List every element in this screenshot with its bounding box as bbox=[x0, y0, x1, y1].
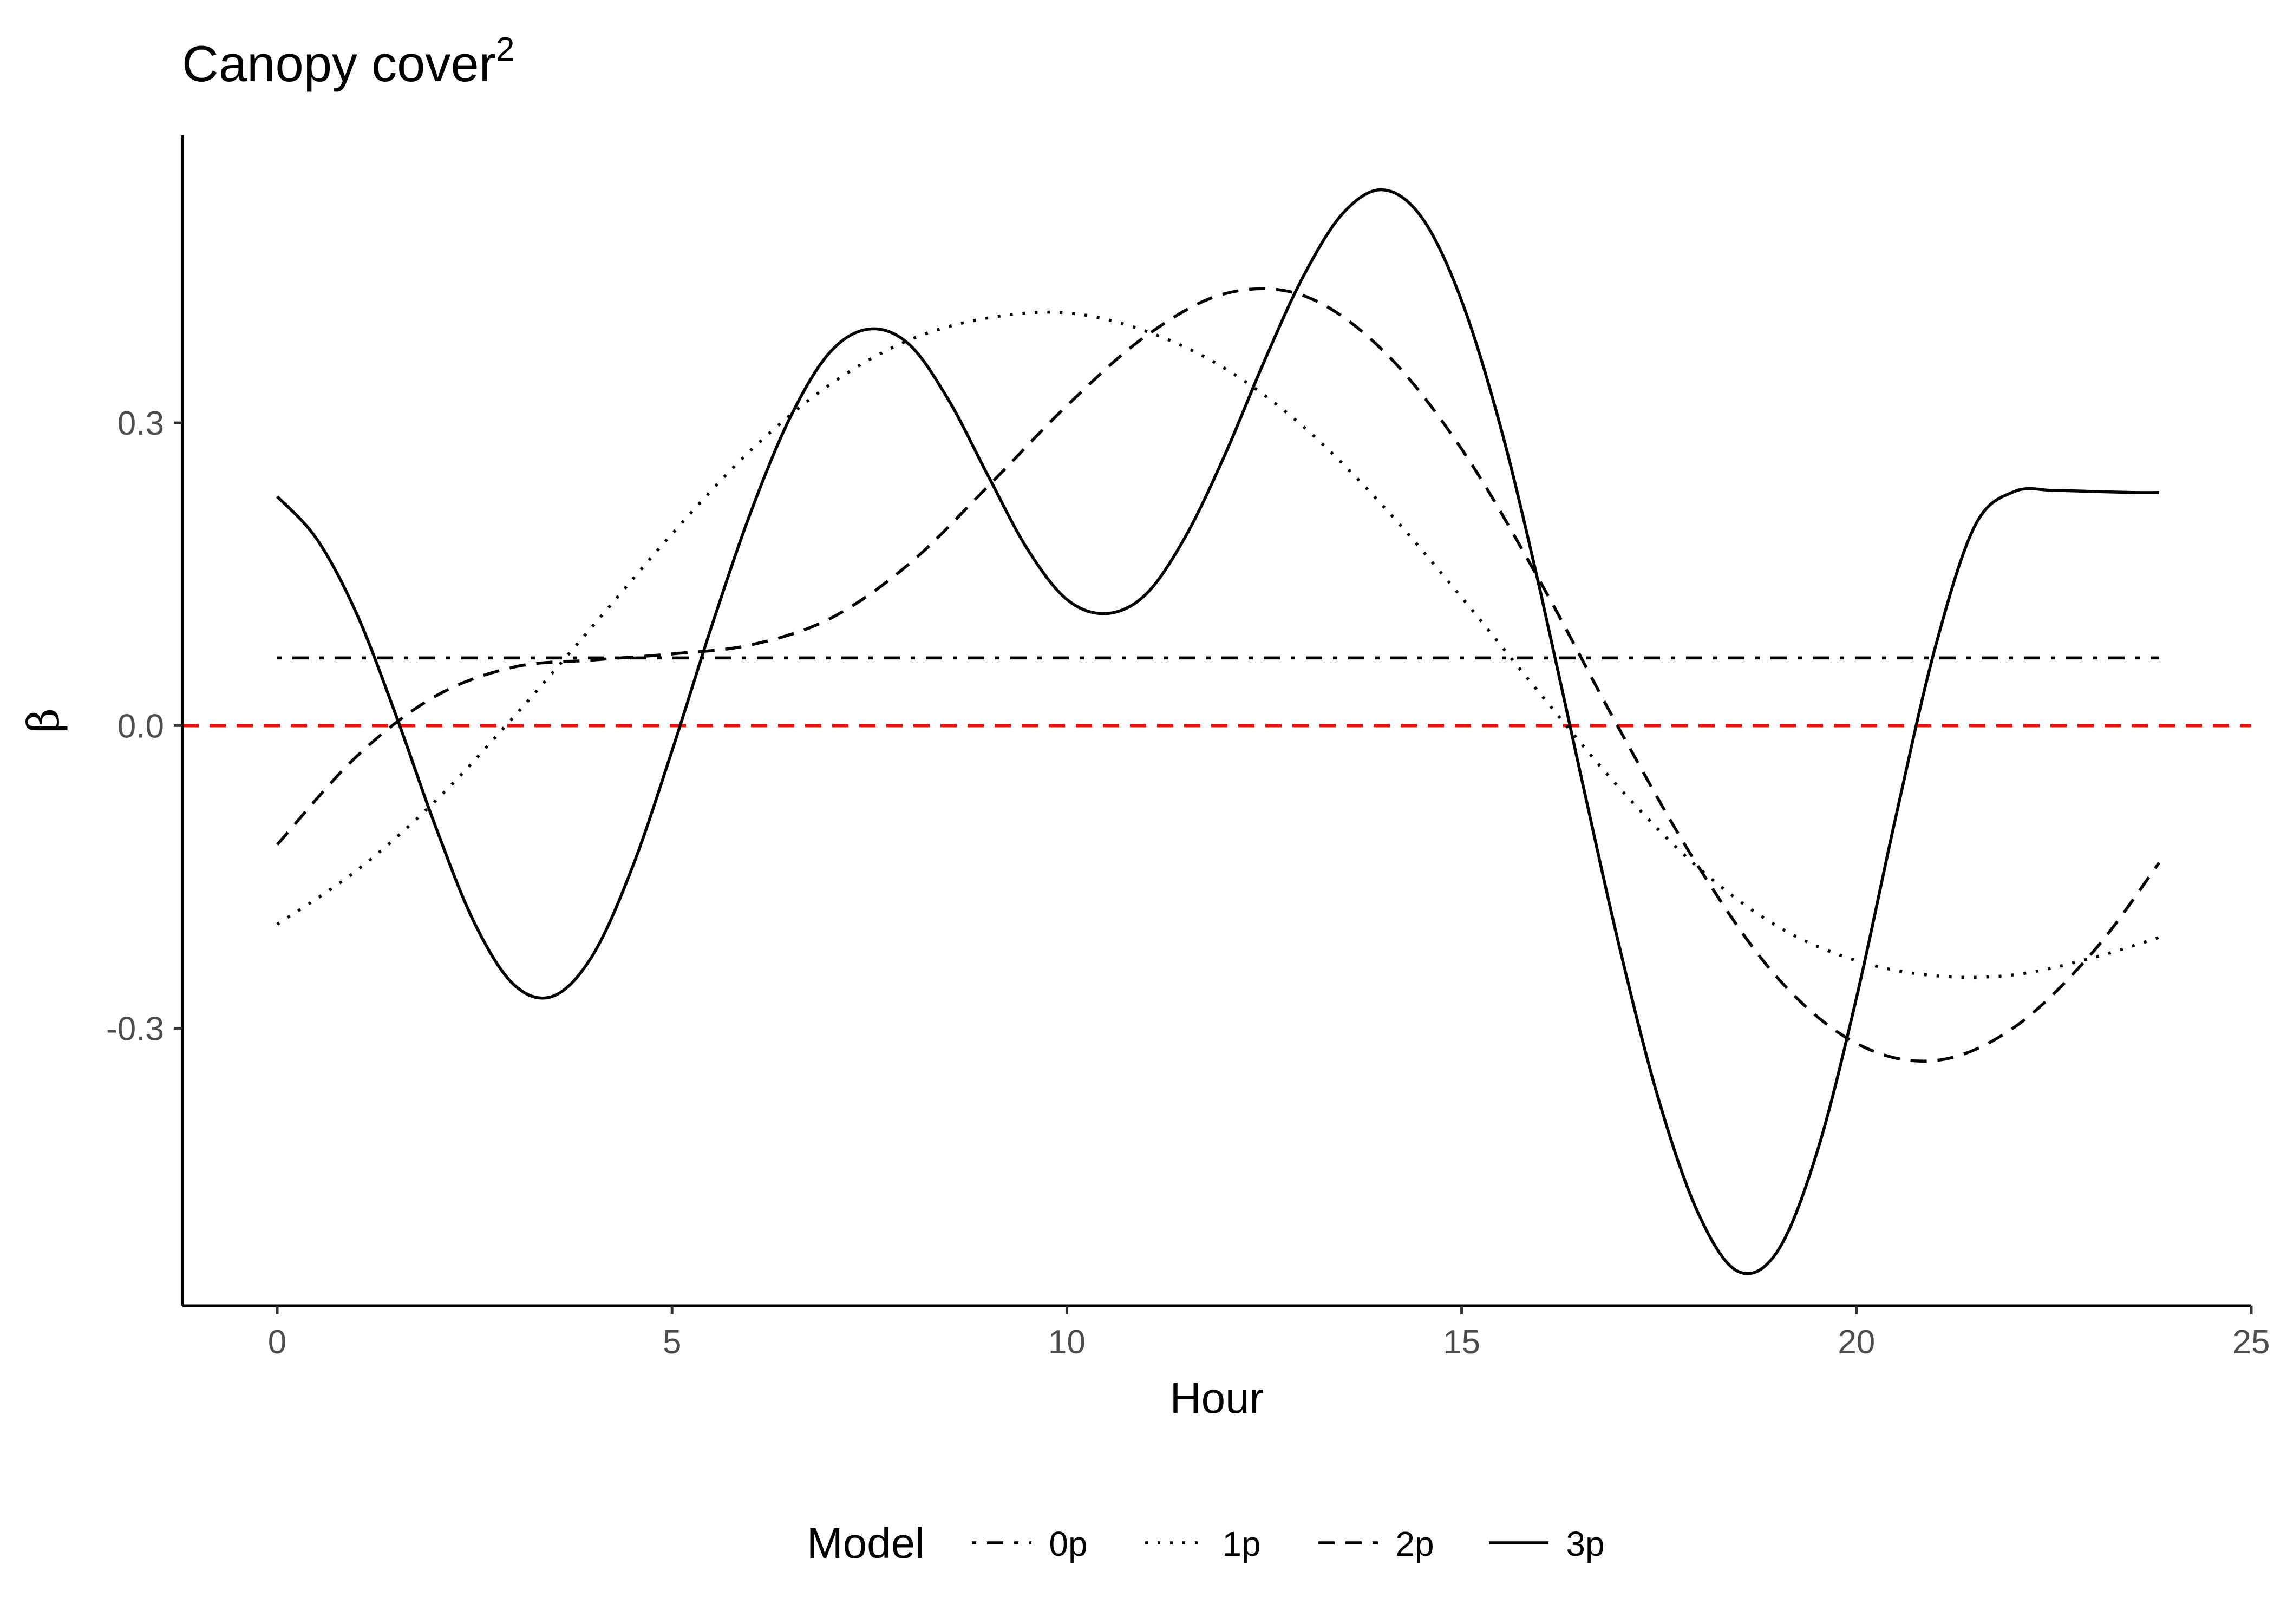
x-tick-label: 15 bbox=[1443, 1324, 1480, 1361]
series-line-1p bbox=[276, 310, 2160, 979]
legend-label-3p: 3p bbox=[1566, 1524, 1604, 1563]
y-tick-label: 0.0 bbox=[117, 708, 164, 745]
chart-title-superscript: 2 bbox=[496, 31, 514, 68]
legend-title: Model bbox=[807, 1519, 925, 1567]
series-line-2p bbox=[276, 287, 2161, 1063]
legend-label-1p: 1p bbox=[1222, 1524, 1260, 1563]
x-tick-label: 10 bbox=[1048, 1324, 1086, 1361]
x-tick-label: 0 bbox=[268, 1324, 286, 1361]
y-tick-label: 0.3 bbox=[117, 405, 164, 442]
y-axis-title: β bbox=[18, 708, 69, 733]
x-axis-title: Hour bbox=[1170, 1374, 1264, 1422]
plot-area bbox=[182, 188, 2251, 1275]
x-tick-label: 5 bbox=[663, 1324, 681, 1361]
y-tick-label: -0.3 bbox=[106, 1010, 164, 1047]
legend-label-2p: 2p bbox=[1395, 1524, 1434, 1563]
axes: 0 5 10 15 20 25 -0.3 0.0 0.3 Hour β bbox=[18, 135, 2270, 1422]
x-tick-label: 20 bbox=[1838, 1324, 1875, 1361]
legend-label-0p: 0p bbox=[1049, 1524, 1087, 1563]
chart-title: Canopy cover2 bbox=[182, 31, 514, 92]
series-line-3p bbox=[276, 188, 2159, 1275]
x-tick-label: 25 bbox=[2233, 1324, 2270, 1361]
chart-title-text: Canopy cover bbox=[182, 35, 496, 92]
legend: Model 0p 1p 2p 3p bbox=[807, 1519, 1605, 1567]
